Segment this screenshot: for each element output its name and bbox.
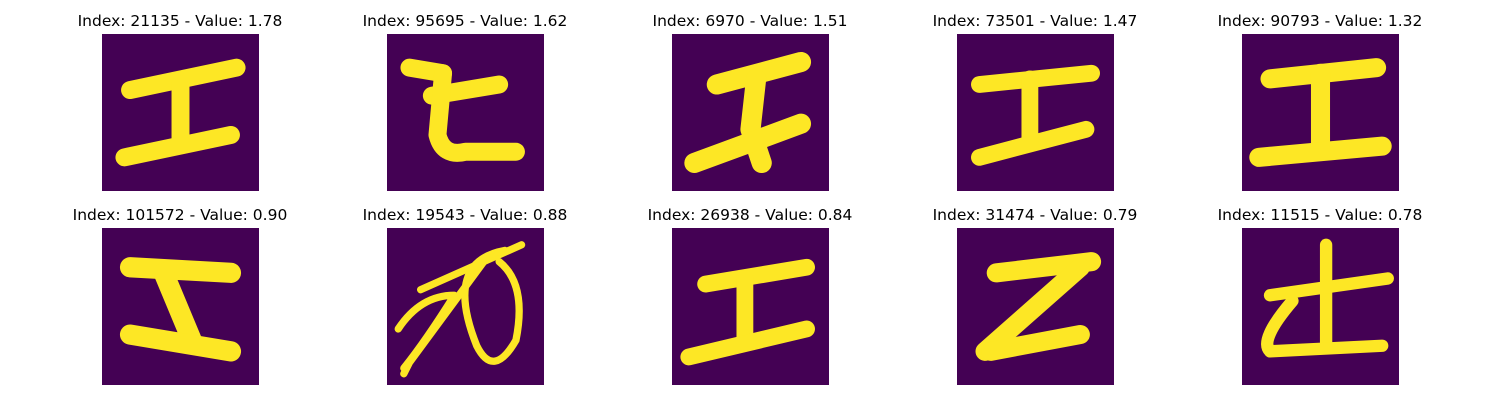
glyph-stroke xyxy=(461,246,523,365)
glyph-stroke xyxy=(981,325,1090,361)
glyph-image xyxy=(957,34,1114,191)
glyph-stroke xyxy=(428,64,525,162)
glyph-image xyxy=(957,228,1114,385)
glyph-stroke xyxy=(115,125,240,167)
panel-title: Index: 21135 - Value: 1.78 xyxy=(77,12,283,30)
panel-7: Index: 19543 - Value: 0.88 xyxy=(345,206,585,386)
glyph-image xyxy=(1242,34,1399,191)
glyph-stroke xyxy=(119,257,242,283)
glyph-stroke xyxy=(975,257,1090,361)
glyph-stroke xyxy=(153,262,202,351)
glyph-image xyxy=(387,228,544,385)
glyph-image xyxy=(672,34,829,191)
glyph-stroke xyxy=(1249,136,1392,167)
panel-title: Index: 6970 - Value: 1.51 xyxy=(652,12,848,30)
panel-title: Index: 19543 - Value: 0.88 xyxy=(362,206,568,224)
panel-9: Index: 31474 - Value: 0.79 xyxy=(915,206,1155,386)
glyph-stroke xyxy=(740,68,772,174)
glyph-image xyxy=(102,228,259,385)
glyph-image xyxy=(672,228,829,385)
glyph-stroke xyxy=(1261,294,1389,358)
glyph-stroke xyxy=(697,258,815,293)
glyph-image xyxy=(102,34,259,191)
glyph-stroke xyxy=(119,324,242,362)
panel-5: Index: 90793 - Value: 1.32 xyxy=(1200,12,1440,192)
panel-1: Index: 21135 - Value: 1.78 xyxy=(60,12,300,192)
panel-title: Index: 73501 - Value: 1.47 xyxy=(932,12,1138,30)
panel-8: Index: 26938 - Value: 0.84 xyxy=(630,206,870,386)
glyph-stroke xyxy=(684,113,812,174)
panel-4: Index: 73501 - Value: 1.47 xyxy=(915,12,1155,192)
image-background xyxy=(387,34,544,191)
glyph-stroke xyxy=(394,291,458,372)
glyph-image xyxy=(1242,228,1399,385)
glyph-stroke xyxy=(971,120,1095,166)
panel-title: Index: 101572 - Value: 0.90 xyxy=(72,206,288,224)
panel-title: Index: 26938 - Value: 0.84 xyxy=(647,206,853,224)
panel-title: Index: 31474 - Value: 0.79 xyxy=(932,206,1138,224)
panel-10: Index: 11515 - Value: 0.78 xyxy=(1200,206,1440,386)
panel-title: Index: 11515 - Value: 0.78 xyxy=(1217,206,1423,224)
glyph-stroke xyxy=(1263,272,1394,302)
panel-title: Index: 90793 - Value: 1.32 xyxy=(1217,12,1423,30)
panel-6: Index: 101572 - Value: 0.90 xyxy=(60,206,300,386)
glyph-stroke xyxy=(680,320,815,366)
panel-3: Index: 6970 - Value: 1.51 xyxy=(630,12,870,192)
glyph-image xyxy=(387,34,544,191)
panel-title: Index: 95695 - Value: 1.62 xyxy=(362,12,568,30)
panel-2: Index: 95695 - Value: 1.62 xyxy=(345,12,585,192)
